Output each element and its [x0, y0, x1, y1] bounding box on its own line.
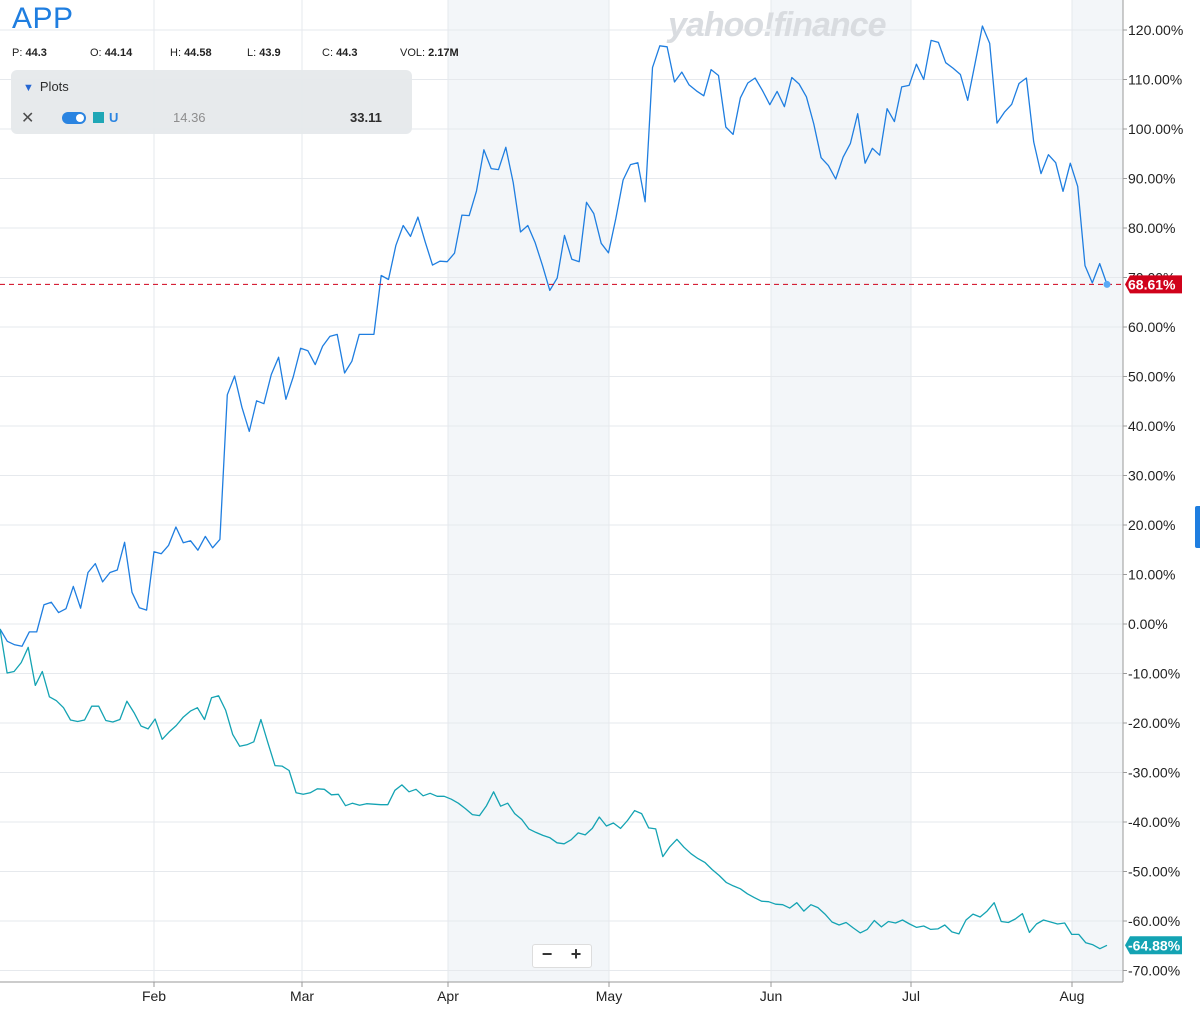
y-tick-label: 110.00%	[1128, 72, 1182, 88]
yahoo-finance-watermark: yahoo!finance	[668, 6, 886, 44]
high-readout: H: 44.58	[170, 47, 212, 59]
y-tick-label: -20.00%	[1128, 715, 1180, 731]
last-value-badge-app: 68.61%	[1128, 276, 1176, 292]
month-shade-band	[448, 0, 609, 982]
y-tick-label: 90.00%	[1128, 171, 1175, 187]
last-point-marker	[1103, 280, 1111, 288]
plot-visibility-toggle[interactable]	[62, 112, 86, 124]
zoom-controls: − +	[532, 944, 592, 968]
y-tick-label: 120.00%	[1128, 22, 1183, 38]
y-tick-label: 20.00%	[1128, 517, 1175, 533]
volume-readout: VOL: 2.17M	[400, 47, 459, 59]
price-readout: P: 44.3	[12, 47, 47, 59]
y-tick-label: 60.00%	[1128, 319, 1175, 335]
open-readout: O: 44.14	[90, 47, 133, 59]
series-line-u[interactable]	[0, 628, 1108, 950]
y-tick-label: -60.00%	[1128, 913, 1180, 929]
y-tick-label: 40.00%	[1128, 418, 1175, 434]
ticker-symbol[interactable]: APP	[12, 2, 74, 35]
side-panel-handle[interactable]	[1195, 506, 1200, 548]
series-color-swatch[interactable]	[93, 112, 104, 123]
last-value-badge-u-bg	[1125, 936, 1182, 955]
x-tick-label: Apr	[437, 988, 459, 1004]
zoom-out-button[interactable]: −	[541, 944, 553, 964]
x-tick-label: Mar	[290, 988, 314, 1004]
x-tick-label: May	[596, 988, 622, 1004]
close-readout: C: 44.3	[322, 47, 358, 59]
zoom-in-button[interactable]: +	[570, 944, 582, 964]
y-tick-label: 10.00%	[1128, 567, 1175, 583]
x-tick-label: Jun	[760, 988, 783, 1004]
y-tick-label: -10.00%	[1128, 666, 1180, 682]
y-tick-label: 0.00%	[1128, 616, 1168, 632]
plots-header[interactable]: ▼ Plots	[23, 79, 69, 94]
last-value-badge-app-bg	[1125, 275, 1182, 294]
plot-symbol: U	[109, 110, 119, 125]
plot-value-2: 33.11	[350, 110, 382, 125]
y-tick-label: 30.00%	[1128, 468, 1175, 484]
y-tick-label: 80.00%	[1128, 220, 1175, 236]
y-tick-label: -30.00%	[1128, 765, 1180, 781]
y-tick-label: 100.00%	[1128, 121, 1183, 137]
y-tick-label: -50.00%	[1128, 864, 1180, 880]
y-tick-label: -40.00%	[1128, 814, 1180, 830]
close-icon[interactable]: ✕	[21, 110, 35, 127]
caret-down-icon: ▼	[23, 82, 34, 94]
month-shade-band	[771, 0, 911, 982]
month-shade-band	[1072, 0, 1123, 982]
y-tick-label: -70.00%	[1128, 963, 1180, 979]
plot-value-1: 14.36	[173, 110, 206, 125]
last-value-badge-u: -64.88%	[1128, 937, 1181, 953]
plot-row-u: ✕ U 14.36 33.11	[21, 110, 401, 128]
x-tick-label: Aug	[1060, 988, 1085, 1004]
low-readout: L: 43.9	[247, 47, 281, 59]
x-tick-label: Feb	[142, 988, 166, 1004]
y-tick-label: 50.00%	[1128, 369, 1175, 385]
x-tick-label: Jul	[902, 988, 920, 1004]
plots-panel: ▼ Plots ✕ U 14.36 33.11	[11, 70, 412, 134]
